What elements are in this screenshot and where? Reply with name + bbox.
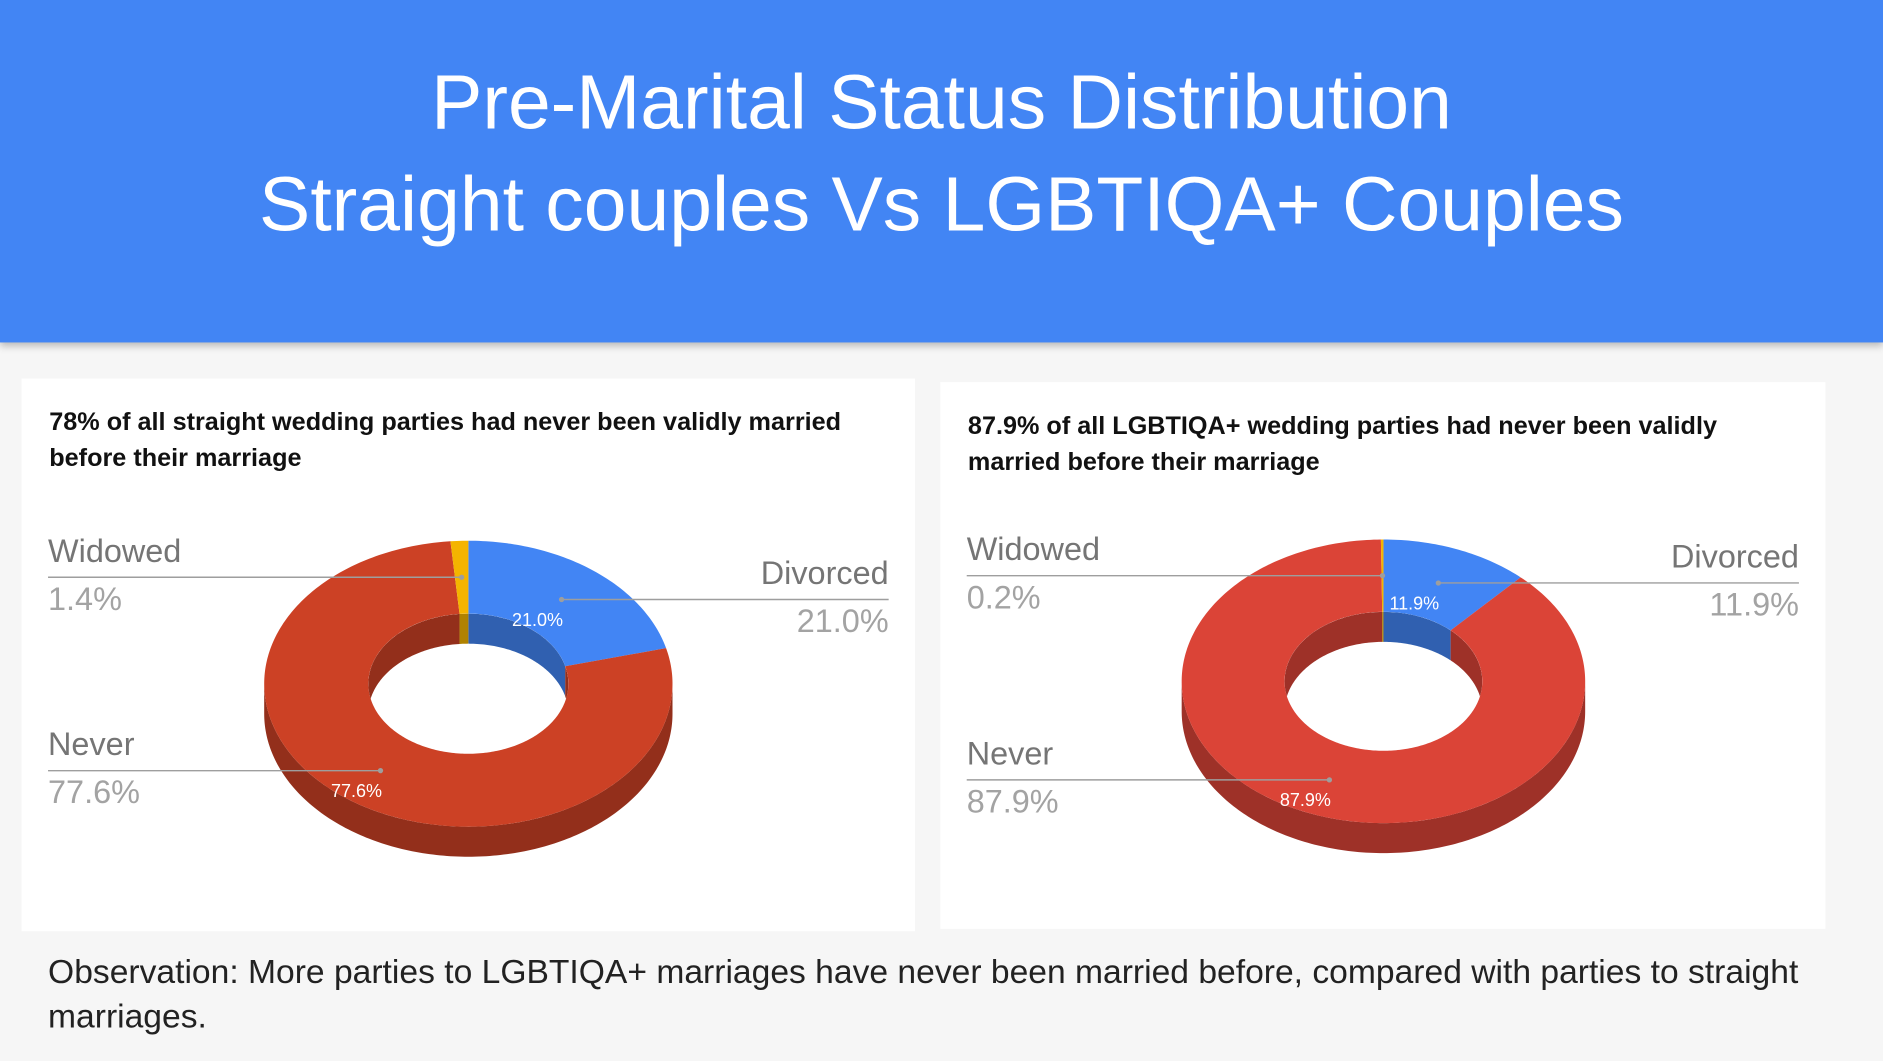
chart-card: 87.9% of all LGBTIQA+ wedding parties ha… (940, 382, 1826, 929)
slice-inner-side (1450, 630, 1483, 712)
legend-label: Widowed (48, 533, 181, 569)
slice (468, 540, 667, 667)
legend-value: 1.4% (48, 581, 122, 617)
slice-label: 21.0% (512, 610, 563, 630)
legend-label: Widowed (967, 531, 1100, 567)
slice-side (264, 683, 673, 857)
chart-title: 87.9% of all LGBTIQA+ wedding parties ha… (967, 412, 1717, 476)
header: Pre-Marital Status Distribution Straight… (0, 0, 1883, 343)
legend-label: Divorced (761, 555, 889, 591)
legend-value: 21.0% (797, 603, 889, 639)
leader-dot (459, 574, 465, 580)
legend-value: 0.2% (967, 579, 1041, 615)
slice-inner-side (459, 613, 469, 644)
legend-value: 87.9% (967, 783, 1059, 819)
legend-label: Divorced (1671, 538, 1799, 574)
slice-inner-side (1382, 611, 1384, 642)
chart-card: 78% of all straight wedding parties had … (21, 378, 916, 932)
slice-side (1181, 681, 1586, 854)
chart: Divorced 11.9% 11.9% Never 87.9% 87.9% Widowed… (966, 531, 1799, 854)
slice-inner-side (468, 613, 566, 697)
slice-inner-side (1383, 611, 1451, 661)
title-line: Straight couples Vs LGBTIQA+ Couples (259, 161, 1624, 248)
legend-label: Never (48, 726, 135, 762)
slice-label: 87.9% (1280, 790, 1331, 810)
slice-inner-side (368, 613, 460, 714)
slice-label: 11.9% (1389, 593, 1439, 613)
slice (1181, 539, 1586, 824)
observation: Observation: More parties to LGBTIQA+ ma… (48, 952, 1799, 1035)
leader-dot (558, 596, 565, 603)
title-line: Pre-Marital Status Distribution (431, 58, 1452, 146)
leader-dot (377, 768, 384, 774)
leader-dot (1435, 580, 1441, 586)
legend-value: 77.6% (48, 774, 140, 810)
slice-inner-side (1284, 611, 1383, 712)
leader-dot (1379, 573, 1386, 579)
slice (264, 541, 673, 827)
leader-dot (1326, 777, 1333, 783)
slice-label: 77.6% (331, 781, 382, 801)
chart-title: 78% of all straight wedding parties had … (49, 408, 842, 473)
slice (1383, 539, 1521, 631)
legend-value: 11.9% (1709, 587, 1799, 623)
chart: Divorced 21.0% 21.0% Never 77.6% 77.6% Widowed… (48, 533, 889, 857)
legend-label: Never (967, 735, 1054, 771)
